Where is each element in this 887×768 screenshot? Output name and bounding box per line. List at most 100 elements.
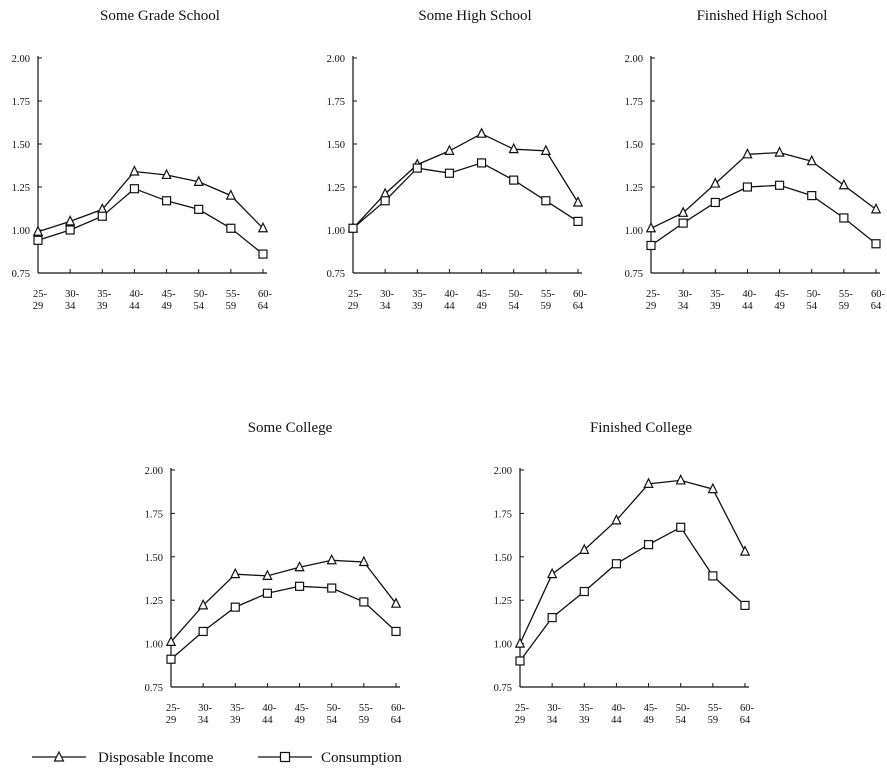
y-tick-label: 1.75: [145, 509, 163, 520]
chart-title: Some College: [248, 420, 333, 436]
y-tick-label: 1.50: [12, 140, 30, 151]
x-tick-label: 39: [710, 301, 721, 312]
data-point-consumption: [611, 559, 622, 569]
chart-title: Some High School: [418, 8, 531, 24]
y-tick-label: 2.00: [625, 54, 643, 65]
x-tick-label: 49: [774, 301, 785, 312]
x-tick-label: 64: [573, 301, 584, 312]
x-tick-label: 29: [646, 301, 657, 312]
x-tick-label: 49: [294, 715, 305, 726]
x-tick-label: 34: [65, 301, 76, 312]
x-tick-label: 45-: [477, 289, 492, 300]
data-point-disposable-income: [675, 474, 686, 485]
data-point-consumption: [359, 597, 369, 607]
x-tick-label: 64: [391, 715, 402, 726]
data-point-disposable-income: [707, 482, 719, 494]
y-tick-label: 1.50: [625, 140, 643, 151]
data-point-disposable-income: [230, 567, 241, 579]
x-tick-label: 34: [380, 301, 391, 312]
y-tick-label: 1.75: [12, 97, 30, 108]
legend-label-consumption: Consumption: [321, 750, 402, 766]
data-point-disposable-income: [739, 545, 751, 556]
x-tick-label: 59: [839, 301, 850, 312]
data-point-disposable-income: [838, 178, 850, 190]
y-tick-label: 0.75: [327, 269, 345, 280]
data-point-disposable-income: [379, 187, 391, 198]
x-tick-label: 25-: [646, 289, 661, 300]
y-tick-label: 1.25: [494, 596, 512, 607]
data-point-disposable-income: [294, 560, 305, 572]
chart-title: Finished High School: [697, 8, 828, 24]
x-tick-label: 30-: [198, 703, 213, 714]
data-point-consumption: [294, 581, 305, 591]
data-point-disposable-income: [32, 225, 44, 236]
data-point-disposable-income: [774, 146, 785, 157]
x-tick-label: 49: [476, 301, 487, 312]
x-tick-label: 49: [643, 715, 654, 726]
data-point-disposable-income: [64, 215, 76, 226]
x-tick-label: 50-: [676, 703, 691, 714]
data-point-consumption: [230, 602, 240, 612]
y-tick-label: 2.00: [145, 466, 163, 477]
y-tick-label: 1.25: [625, 183, 643, 194]
x-tick-label: 39: [97, 301, 108, 312]
series-line-consumption: [352, 162, 579, 229]
x-tick-label: 60-: [391, 703, 406, 714]
data-point-disposable-income: [476, 127, 487, 138]
x-tick-label: 54: [675, 715, 686, 726]
x-tick-label: 49: [161, 301, 172, 312]
x-tick-label: 45-: [775, 289, 790, 300]
x-tick-label: 25-: [33, 289, 48, 300]
x-tick-label: 34: [678, 301, 689, 312]
y-tick-label: 1.50: [145, 553, 163, 564]
x-tick-label: 35-: [97, 289, 112, 300]
data-point-disposable-income: [197, 599, 209, 610]
data-point-disposable-income: [677, 206, 689, 217]
data-point-disposable-income: [161, 168, 172, 180]
data-point-consumption: [97, 211, 107, 221]
data-point-consumption: [65, 225, 75, 235]
x-tick-label: 64: [740, 715, 751, 726]
data-point-consumption: [166, 654, 176, 664]
x-tick-label: 60-: [258, 289, 273, 300]
data-point-disposable-income: [326, 553, 337, 565]
y-tick-label: 1.25: [327, 183, 345, 194]
series-line-consumption: [37, 187, 264, 255]
x-tick-label: 44: [444, 301, 455, 312]
x-tick-label: 45-: [162, 289, 177, 300]
data-point-consumption: [678, 218, 688, 228]
data-point-disposable-income: [579, 543, 590, 554]
series-line-disposable-income: [170, 559, 397, 643]
legend-label-disposable-income: Disposable Income: [98, 750, 214, 766]
chart-panel: Some High School 0.75 1.00 1.25 1.50 1.75 2.00…: [327, 8, 588, 312]
y-tick-label: 2.00: [494, 466, 512, 477]
data-point-consumption: [444, 168, 455, 178]
chart-panel: Finished College 0.75 1.00 1.25 1.50 1.75 2.00…: [494, 420, 755, 726]
y-tick-label: 1.50: [327, 140, 345, 151]
x-tick-label: 44: [129, 301, 140, 312]
x-tick-label: 39: [230, 715, 241, 726]
x-tick-label: 25-: [348, 289, 363, 300]
x-tick-label: 55-: [541, 289, 556, 300]
data-point-consumption: [198, 626, 208, 637]
data-point-disposable-income: [193, 175, 204, 186]
data-point-consumption: [807, 191, 817, 201]
x-tick-label: 60-: [573, 289, 588, 300]
x-tick-label: 30-: [547, 703, 562, 714]
data-point-consumption: [194, 204, 204, 214]
data-point-consumption: [476, 158, 487, 168]
data-point-consumption: [380, 196, 390, 206]
series-line-consumption: [519, 526, 746, 662]
x-tick-label: 45-: [644, 703, 659, 714]
x-tick-label: 55-: [708, 703, 723, 714]
x-tick-label: 54: [806, 301, 817, 312]
x-tick-label: 35-: [710, 289, 725, 300]
series-line-consumption: [650, 184, 877, 247]
series-line-disposable-income: [650, 151, 877, 229]
y-tick-label: 1.00: [625, 226, 643, 237]
y-tick-label: 1.75: [327, 97, 345, 108]
chart-panels: Some Grade School 0.75 1.00 1.25 1.50 1.75 2.0…: [12, 8, 886, 726]
data-point-consumption: [708, 571, 718, 581]
data-point-consumption: [579, 586, 589, 597]
